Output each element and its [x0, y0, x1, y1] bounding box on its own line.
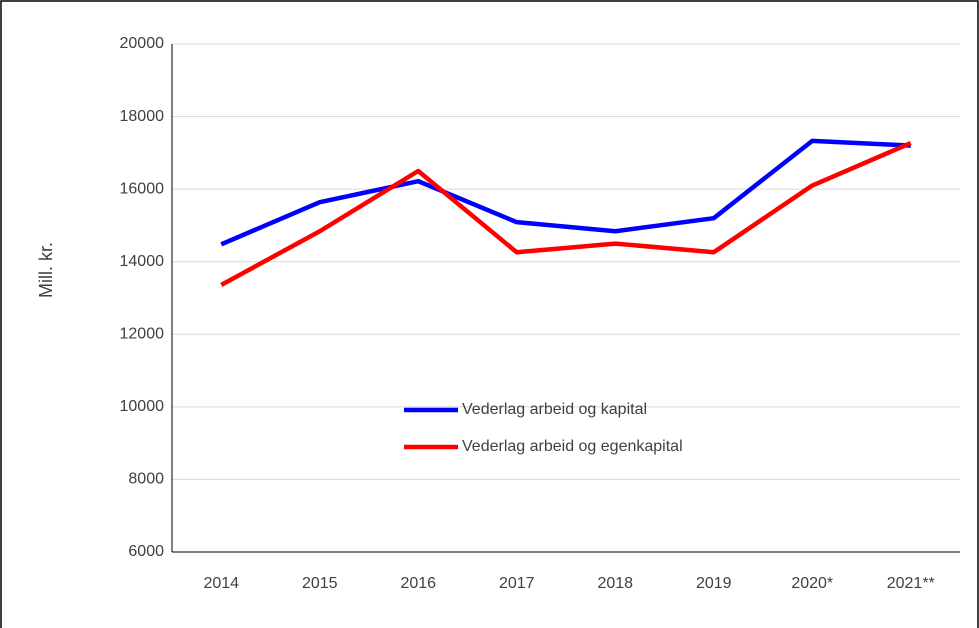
y-tick-label: 8000 — [128, 471, 164, 488]
x-tick-label: 2018 — [597, 575, 633, 592]
y-tick-label: 12000 — [120, 326, 165, 343]
legend-label: Vederlag arbeid og egenkapital — [462, 438, 683, 455]
x-tick-label: 2017 — [499, 575, 535, 592]
y-tick-label: 18000 — [120, 108, 165, 125]
y-tick-label: 14000 — [120, 253, 165, 270]
legend-label: Vederlag arbeid og kapital — [462, 401, 647, 418]
y-tick-label: 20000 — [120, 35, 165, 52]
y-tick-label: 6000 — [128, 543, 164, 560]
series-line — [220, 140, 912, 287]
y-tick-label: 10000 — [120, 398, 165, 415]
series-line — [220, 138, 911, 247]
x-tick-label: 2021** — [887, 575, 935, 592]
y-tick-label: 16000 — [120, 180, 165, 197]
x-tick-label: 2016 — [400, 575, 436, 592]
x-tick-label: 2019 — [696, 575, 732, 592]
x-tick-label: 2014 — [203, 575, 239, 592]
x-tick-label: 2015 — [302, 575, 338, 592]
y-axis-label: Mill. kr. — [36, 242, 56, 298]
x-tick-label: 2020* — [791, 575, 833, 592]
